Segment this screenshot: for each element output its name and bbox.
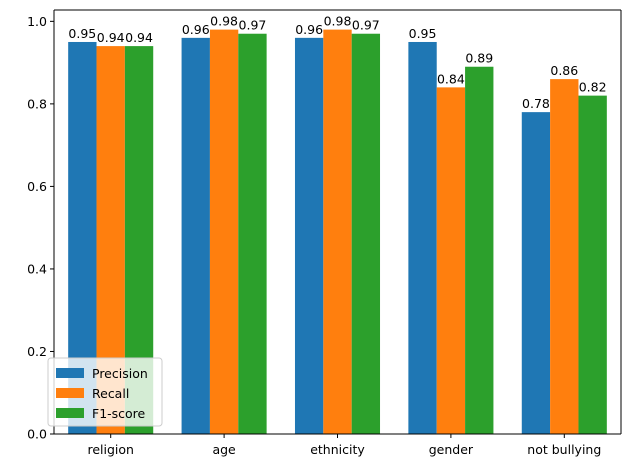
- data-label: 0.95: [409, 26, 437, 41]
- x-tick-label: religion: [87, 442, 133, 457]
- bar-ethnicity-f1-score: [351, 33, 381, 435]
- data-label: 0.98: [324, 14, 352, 29]
- data-label: 0.94: [125, 30, 153, 45]
- x-tick-label: gender: [429, 442, 474, 457]
- bars-group: [68, 29, 607, 435]
- bar-not-bullying-recall: [550, 79, 579, 434]
- legend: Precision Recall F1-score: [47, 357, 163, 427]
- bar-gender-precision: [408, 41, 437, 435]
- legend-label: Recall: [92, 386, 129, 401]
- y-tick-label: 0.6: [27, 179, 47, 194]
- bar-age-precision: [181, 37, 210, 435]
- data-label: 0.97: [239, 18, 267, 33]
- bar-age-f1-score: [238, 33, 267, 435]
- data-label: 0.95: [68, 26, 96, 41]
- data-label: 0.96: [182, 22, 210, 37]
- y-tick-label: 0.2: [27, 344, 47, 359]
- data-label: 0.98: [210, 14, 238, 29]
- legend-swatch: [56, 408, 84, 418]
- x-tick-label: ethnicity: [310, 442, 365, 457]
- legend-label: Precision: [92, 366, 148, 381]
- data-label: 0.96: [295, 22, 323, 37]
- data-label: 0.86: [550, 63, 578, 78]
- data-labels-group: 0.95 0.94 0.940.960.98 0.97 0.960.98 0.970.95…: [68, 14, 606, 112]
- bar-age-recall: [209, 29, 239, 434]
- y-tick-label: 0.8: [27, 96, 47, 111]
- data-label: 0.78: [522, 96, 550, 111]
- data-label: 0.89: [465, 51, 493, 66]
- data-label: 0.82: [579, 80, 607, 95]
- y-tick-label: 0.0: [27, 427, 47, 442]
- y-tick-label: 0.4: [27, 261, 47, 276]
- bar-gender-recall: [436, 87, 466, 435]
- y-tick-label: 1.0: [27, 14, 47, 29]
- x-tick-label: not bullying: [527, 442, 601, 457]
- bar-ethnicity-recall: [323, 29, 352, 434]
- bar-not-bullying-f1-score: [578, 95, 607, 434]
- bar-ethnicity-precision: [294, 37, 324, 435]
- legend-label: F1-score: [92, 406, 146, 421]
- data-label: 0.84: [437, 71, 465, 86]
- axes-group: 0.0 0.2 0.4 0.6 0.8 1.0 religion age ethnicity ge…: [27, 9, 622, 457]
- legend-swatch: [56, 368, 84, 378]
- data-label: 0.94: [97, 30, 125, 45]
- bar-not-bullying-precision: [521, 112, 551, 435]
- data-label: 0.97: [352, 18, 380, 33]
- x-tick-label: age: [212, 442, 236, 457]
- bar-gender-f1-score: [465, 66, 494, 435]
- legend-swatch: [56, 388, 84, 398]
